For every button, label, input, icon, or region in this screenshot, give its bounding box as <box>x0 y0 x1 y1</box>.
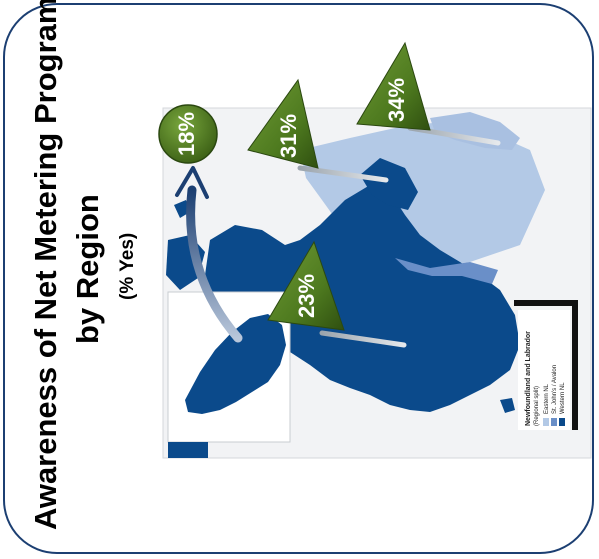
legend-subtitle: (Regional split) <box>534 386 540 426</box>
marker-label-31: 31% <box>276 114 301 158</box>
legend-label-western: Western NL <box>560 382 566 414</box>
legend-title: Newfoundland and Labrador <box>525 331 532 426</box>
marker-label-23: 23% <box>294 274 319 318</box>
marker-label-18: 18% <box>174 112 199 156</box>
arrow-head <box>175 166 209 199</box>
region-western-dark <box>205 185 520 412</box>
legend-swatch-avalon <box>551 418 557 426</box>
curved-arrow <box>186 185 243 343</box>
legend-swatch-western <box>559 418 565 426</box>
marker-triangle-31: 31% <box>247 78 319 169</box>
legend-label-avalon: St. John's / Avalon <box>552 365 558 414</box>
region-mid-band <box>395 258 498 284</box>
legend-swatch-eastern <box>543 418 549 426</box>
marker-sticks <box>297 125 501 348</box>
marker-circle-18: 18% <box>158 104 218 164</box>
marker-triangle-34: 34% <box>356 41 431 131</box>
legend: Newfoundland and Labrador (Regional spli… <box>514 300 578 430</box>
marker-triangle-23: 23% <box>267 240 345 331</box>
legend-label-eastern: Eastern NL <box>544 383 550 414</box>
inset-strip <box>168 442 208 458</box>
region-western-north <box>360 158 418 210</box>
inset-region-avalon <box>185 314 286 414</box>
marker-label-34: 34% <box>384 78 409 122</box>
